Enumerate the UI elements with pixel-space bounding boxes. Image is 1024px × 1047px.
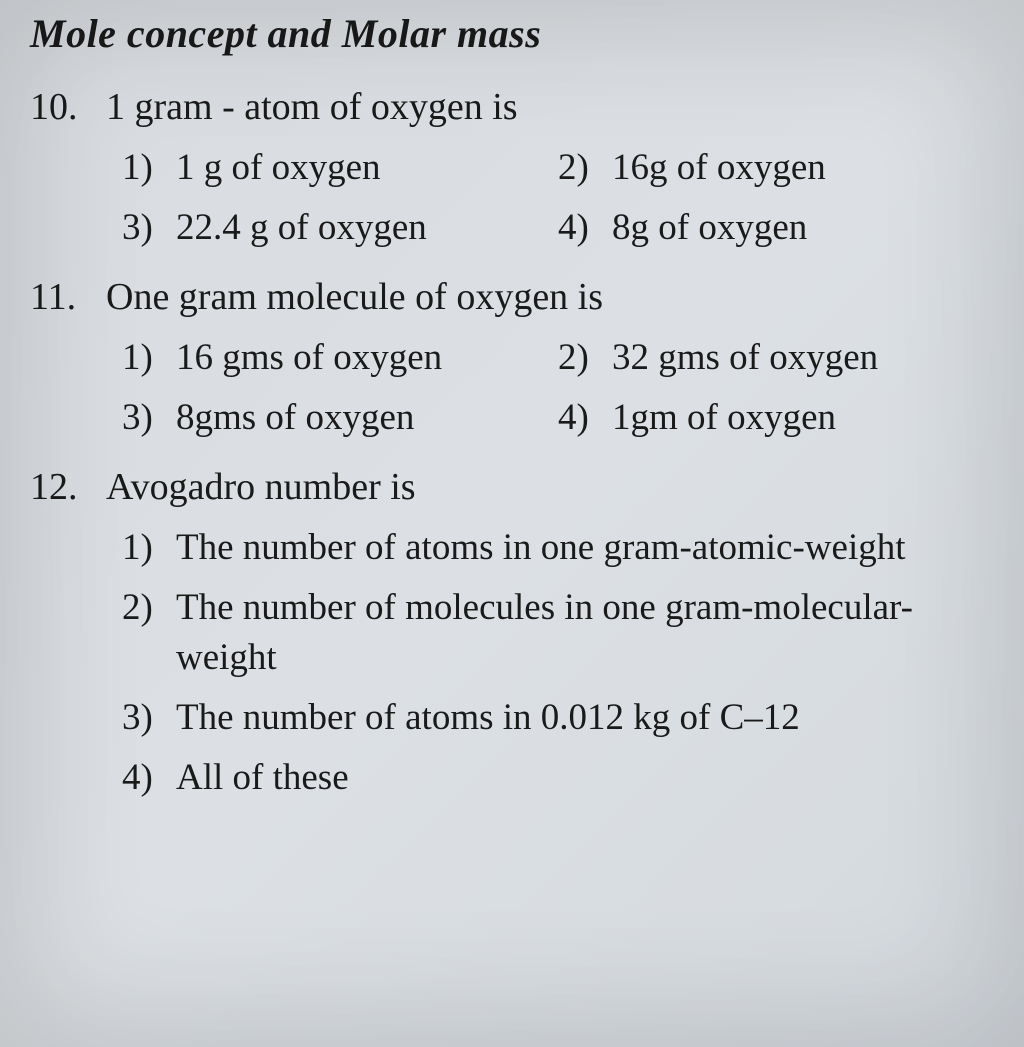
option-text: 22.4 g of oxygen	[176, 203, 558, 253]
option-row: 4) All of these	[122, 753, 994, 803]
option-text: 1 g of oxygen	[176, 143, 558, 193]
option: 1) The number of atoms in one gram-atomi…	[122, 523, 994, 573]
option-text: 1gm of oxygen	[612, 393, 994, 443]
option-number: 1)	[122, 526, 176, 569]
option-text: 16 gms of oxygen	[176, 333, 558, 383]
page: Mole concept and Molar mass 10. 1 gram -…	[30, 10, 994, 802]
option: 4) All of these	[122, 753, 994, 803]
option: 2) The number of molecules in one gram-m…	[122, 583, 994, 683]
option: 3) The number of atoms in 0.012 kg of C–…	[122, 693, 994, 743]
option-row: 3) 22.4 g of oxygen 4) 8g of oxygen	[122, 203, 994, 253]
question-stem: 11. One gram molecule of oxygen is	[30, 275, 994, 319]
option-number: 4)	[558, 396, 612, 439]
option: 1) 16 gms of oxygen	[122, 333, 558, 383]
option-row: 3) The number of atoms in 0.012 kg of C–…	[122, 693, 994, 743]
option-number: 4)	[558, 206, 612, 249]
option-text: The number of atoms in one gram-atomic-w…	[176, 523, 994, 573]
option-number: 4)	[122, 756, 176, 799]
option: 2) 16g of oxygen	[558, 143, 994, 193]
question-stem: 12. Avogadro number is	[30, 465, 994, 509]
option-number: 3)	[122, 206, 176, 249]
options: 1) 16 gms of oxygen 2) 32 gms of oxygen …	[30, 333, 994, 443]
options: 1) The number of atoms in one gram-atomi…	[30, 523, 994, 803]
option: 1) 1 g of oxygen	[122, 143, 558, 193]
option-number: 3)	[122, 396, 176, 439]
option-text: 8g of oxygen	[612, 203, 994, 253]
option-row: 1) 16 gms of oxygen 2) 32 gms of oxygen	[122, 333, 994, 383]
option-row: 1) The number of atoms in one gram-atomi…	[122, 523, 994, 573]
option: 3) 22.4 g of oxygen	[122, 203, 558, 253]
question-text: Avogadro number is	[106, 465, 994, 509]
option-text: 16g of oxygen	[612, 143, 994, 193]
question-number: 11.	[30, 275, 106, 319]
option-text: The number of molecules in one gram-mole…	[176, 583, 994, 683]
option: 3) 8gms of oxygen	[122, 393, 558, 443]
option-row: 1) 1 g of oxygen 2) 16g of oxygen	[122, 143, 994, 193]
question-stem: 10. 1 gram - atom of oxygen is	[30, 85, 994, 129]
option-text: 8gms of oxygen	[176, 393, 558, 443]
question-text: 1 gram - atom of oxygen is	[106, 85, 994, 129]
option-number: 2)	[558, 146, 612, 189]
question-11: 11. One gram molecule of oxygen is 1) 16…	[30, 275, 994, 443]
option-text: The number of atoms in 0.012 kg of C–12	[176, 693, 994, 743]
question-number: 10.	[30, 85, 106, 129]
section-title: Mole concept and Molar mass	[30, 10, 994, 57]
option-number: 1)	[122, 146, 176, 189]
option: 4) 8g of oxygen	[558, 203, 994, 253]
option-row: 2) The number of molecules in one gram-m…	[122, 583, 994, 683]
option-number: 3)	[122, 696, 176, 739]
option: 4) 1gm of oxygen	[558, 393, 994, 443]
option-number: 1)	[122, 336, 176, 379]
option-number: 2)	[122, 586, 176, 629]
option-row: 3) 8gms of oxygen 4) 1gm of oxygen	[122, 393, 994, 443]
option-text: All of these	[176, 753, 994, 803]
question-text: One gram molecule of oxygen is	[106, 275, 994, 319]
option: 2) 32 gms of oxygen	[558, 333, 994, 383]
question-number: 12.	[30, 465, 106, 509]
option-number: 2)	[558, 336, 612, 379]
options: 1) 1 g of oxygen 2) 16g of oxygen 3) 22.…	[30, 143, 994, 253]
question-10: 10. 1 gram - atom of oxygen is 1) 1 g of…	[30, 85, 994, 253]
question-12: 12. Avogadro number is 1) The number of …	[30, 465, 994, 803]
option-text: 32 gms of oxygen	[612, 333, 994, 383]
